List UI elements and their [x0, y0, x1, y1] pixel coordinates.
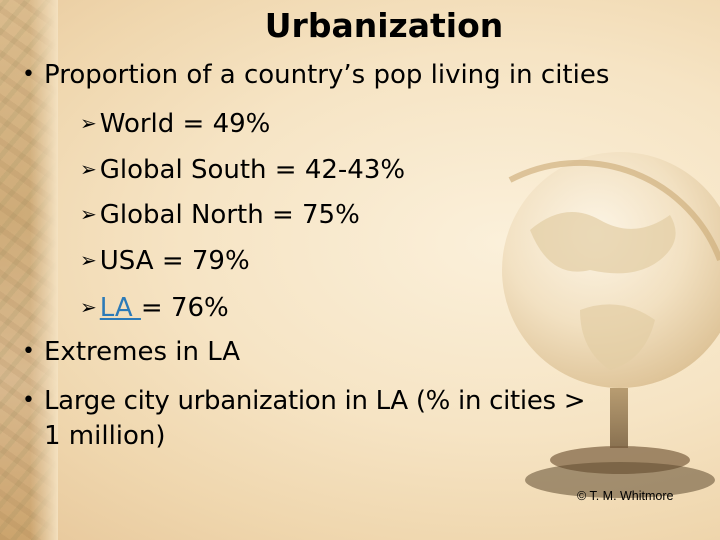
- globe-icon: [502, 152, 720, 498]
- sub-item-world: ➢ World = 49%: [80, 109, 270, 140]
- sub-item-text: Global South = 42-43%: [99, 155, 406, 185]
- bullet-proportion: Proportion of a country’s pop living in …: [44, 60, 610, 90]
- sub-item-usa: ➢ USA = 79%: [80, 246, 250, 277]
- sub-item-global-south: ➢ Global South = 42-43%: [80, 155, 405, 186]
- bullet-extremes: Extremes in LA: [44, 337, 241, 367]
- bullet-dot: •: [22, 62, 35, 87]
- la-link[interactable]: LA: [99, 293, 141, 323]
- arrow-bullet-icon: ➢: [80, 111, 97, 135]
- sub-item-la: ➢ LA = 76%: [80, 293, 229, 324]
- bullet-dot: •: [22, 339, 35, 364]
- sub-item-text: Global North = 75%: [99, 200, 360, 230]
- bullet-large-city-line2: 1 million): [44, 421, 166, 451]
- arrow-bullet-icon: ➢: [80, 295, 97, 319]
- copyright-credit: © T. M. Whitmore: [577, 489, 674, 503]
- sub-item-global-north: ➢ Global North = 75%: [80, 200, 360, 231]
- sub-item-text: = 76%: [140, 293, 229, 323]
- map-border-decoration: [0, 0, 58, 540]
- arrow-bullet-icon: ➢: [80, 157, 97, 181]
- arrow-bullet-icon: ➢: [80, 202, 97, 226]
- sub-item-text: World = 49%: [99, 109, 271, 139]
- sub-item-text: USA = 79%: [99, 246, 250, 276]
- bullet-dot: •: [22, 388, 35, 413]
- bullet-large-city-line1: Large city urbanization in LA (% in citi…: [44, 386, 586, 416]
- arrow-bullet-icon: ➢: [80, 248, 97, 272]
- slide-title: Urbanization: [264, 6, 504, 45]
